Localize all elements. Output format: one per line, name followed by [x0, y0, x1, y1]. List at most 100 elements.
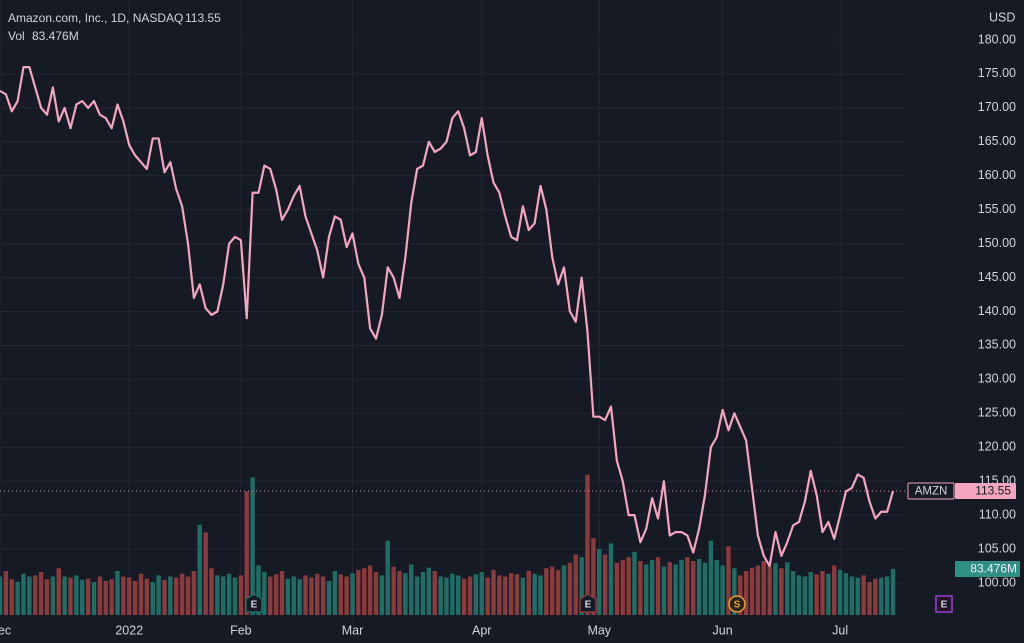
volume-bar	[3, 571, 9, 615]
event-marker[interactable]	[245, 593, 263, 613]
volume-bar	[403, 573, 408, 615]
volume-bar	[732, 568, 737, 615]
volume-bar	[9, 579, 14, 615]
volume-bar	[661, 566, 667, 615]
volume-bar	[326, 580, 332, 615]
volume-bar	[879, 577, 884, 615]
volume-bar	[162, 579, 167, 615]
event-marker[interactable]	[579, 593, 597, 613]
volume-bar	[203, 532, 208, 615]
y-tick-label: 175.00	[978, 66, 1016, 80]
volume-bar	[179, 573, 185, 615]
time-axis: Dec 2022 Feb Mar Apr May Jun Jul	[0, 623, 848, 637]
volume-bar	[473, 574, 479, 615]
volume-bar	[832, 565, 837, 615]
volume-bar	[467, 576, 473, 615]
volume-bar	[250, 477, 255, 615]
volume-bar	[491, 569, 496, 615]
volume-bar	[197, 524, 202, 615]
volume-bar	[691, 561, 696, 615]
volume-bar	[808, 572, 813, 615]
volume-bar	[85, 578, 91, 615]
volume-bar	[749, 567, 755, 615]
volume-bar	[514, 574, 520, 615]
volume-bar	[626, 557, 631, 615]
volume-bar	[720, 565, 725, 615]
y-tick-label: 170.00	[978, 100, 1016, 114]
volume-bar	[144, 578, 150, 615]
volume-bar	[497, 575, 502, 615]
y-tick-label: 120.00	[978, 440, 1016, 454]
volume-bar	[532, 573, 537, 615]
volume-bar	[391, 566, 396, 615]
volume-bar	[74, 575, 79, 615]
volume-bar	[238, 575, 244, 615]
price-axis: 100.00105.00110.00115.00120.00125.00130.…	[907, 32, 1020, 589]
volume-bar	[702, 562, 708, 615]
volume-bar	[567, 562, 573, 615]
volume-bar	[655, 557, 661, 615]
volume-bar	[820, 571, 825, 615]
volume-bar	[767, 566, 772, 615]
volume-bar	[432, 571, 437, 615]
volume-bar	[573, 554, 578, 615]
volume-bar	[597, 549, 602, 615]
volume-tag-label: 83.476M	[970, 562, 1017, 576]
volume-bars	[0, 474, 896, 615]
volume-bar	[679, 560, 684, 615]
volume-bar	[279, 571, 285, 615]
volume-bar	[320, 576, 326, 615]
volume-bar	[450, 573, 455, 615]
volume-bar	[97, 576, 103, 615]
volume-bar	[174, 577, 179, 615]
volume-bar	[550, 566, 555, 615]
event-marker[interactable]	[728, 595, 746, 613]
event-marker[interactable]	[935, 595, 953, 613]
volume-bar	[156, 575, 161, 615]
volume-bar	[890, 569, 896, 615]
volume-bar	[456, 575, 461, 615]
volume-bar	[315, 573, 320, 615]
volume-bar	[373, 572, 379, 615]
volume-bar	[508, 573, 514, 615]
x-tick-label: May	[587, 623, 611, 637]
symbol-name: AMZN	[915, 486, 948, 498]
volume-bar	[638, 561, 643, 615]
volume-bar	[743, 571, 749, 615]
price-line	[0, 66, 895, 568]
volume-bar	[168, 576, 173, 615]
volume-bar	[191, 571, 197, 615]
volume-bar	[379, 575, 385, 615]
volume-bar	[303, 575, 308, 615]
volume-bar	[790, 571, 796, 615]
volume-bar	[138, 573, 144, 615]
volume-bar	[132, 580, 138, 615]
volume-bar	[849, 576, 855, 615]
volume-bar	[426, 567, 432, 615]
volume-bar	[884, 576, 890, 615]
volume-bar	[27, 576, 32, 615]
event-label: E	[585, 600, 592, 611]
symbol-tag	[907, 482, 955, 500]
volume-bar	[673, 564, 678, 615]
volume-tag	[955, 561, 1020, 577]
volume-bar	[232, 577, 238, 615]
legend-last-price: 113.55	[185, 11, 221, 25]
volume-bar	[209, 568, 214, 615]
x-tick-label: 2022	[115, 623, 143, 637]
volume-bar	[350, 573, 355, 615]
currency-label: USD	[989, 10, 1015, 24]
volume-bar	[544, 568, 549, 615]
volume-bar	[873, 578, 878, 615]
volume-bar	[62, 576, 67, 615]
volume-bar	[738, 575, 743, 615]
volume-bar	[273, 574, 279, 615]
y-tick-label: 155.00	[978, 202, 1016, 216]
volume-bar	[814, 574, 819, 615]
event-label: E	[251, 600, 258, 611]
x-tick-label: Jul	[832, 623, 848, 637]
volume-bar	[779, 568, 784, 615]
volume-bar	[855, 577, 860, 615]
volume-bar	[843, 573, 849, 615]
